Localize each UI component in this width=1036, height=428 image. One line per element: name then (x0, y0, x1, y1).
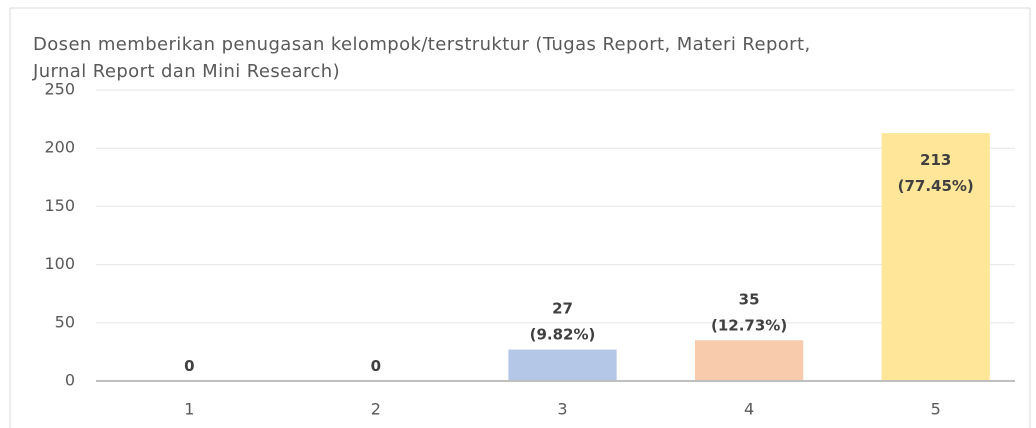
value-label-line: 0 (371, 357, 381, 375)
chart-frame (9, 7, 1031, 428)
value-label-line: (9.82%) (530, 325, 596, 343)
bar (881, 133, 990, 381)
x-tick-label: 4 (744, 400, 754, 419)
value-label: 35 (12.73%) (711, 290, 787, 334)
value-label-line: (12.73%) (711, 316, 787, 334)
value-label: 0 (371, 357, 381, 375)
x-tick-label: 5 (931, 400, 941, 419)
value-label-line: 27 (552, 299, 573, 317)
y-tick-label: 0 (65, 371, 75, 390)
value-label-line: 35 (739, 290, 760, 308)
value-label-line: 213 (920, 151, 951, 169)
value-label-line: (77.45%) (898, 177, 974, 195)
bar (694, 340, 804, 381)
value-label: 213 (77.45%) (898, 151, 974, 195)
value-label: 0 (184, 357, 194, 375)
y-tick-label: 50 (55, 312, 75, 331)
value-label-line: 0 (184, 357, 194, 375)
y-tick-label: 250 (44, 80, 75, 99)
chart-title: Dosen memberikan penugasan kelompok/ters… (33, 34, 811, 82)
value-label: 27 (9.82%) (530, 299, 596, 343)
bar (508, 349, 617, 381)
y-tick-label: 200 (44, 138, 75, 157)
y-tick-label: 100 (44, 254, 75, 273)
x-tick-label: 1 (184, 400, 194, 419)
y-tick-label: 150 (44, 196, 75, 215)
x-tick-label: 2 (371, 400, 381, 419)
x-tick-label: 3 (557, 400, 567, 419)
